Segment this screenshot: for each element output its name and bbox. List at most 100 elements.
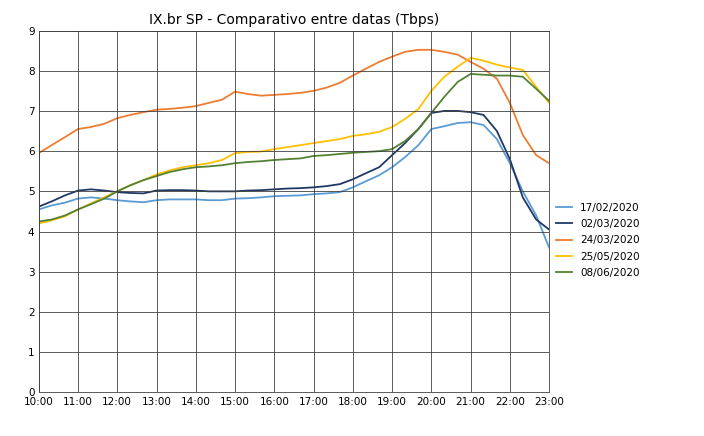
- 17/02/2020: [336, 190, 344, 195]
- 08/06/2020: [375, 149, 384, 154]
- 17/02/2020: [100, 196, 108, 201]
- 02/03/2020: [270, 187, 279, 192]
- 24/03/2020: [388, 54, 396, 59]
- 08/06/2020: [466, 72, 474, 77]
- 25/05/2020: [113, 189, 122, 194]
- 08/06/2020: [139, 177, 148, 183]
- 24/03/2020: [191, 103, 200, 109]
- 08/06/2020: [348, 150, 357, 155]
- 08/06/2020: [231, 160, 239, 166]
- 17/02/2020: [414, 143, 422, 148]
- 24/03/2020: [100, 121, 108, 126]
- 08/06/2020: [204, 164, 213, 169]
- 17/02/2020: [87, 195, 95, 200]
- 02/03/2020: [309, 185, 318, 190]
- 17/02/2020: [231, 196, 239, 201]
- 02/03/2020: [519, 195, 527, 200]
- 08/06/2020: [453, 79, 462, 85]
- 17/02/2020: [401, 154, 409, 160]
- 24/03/2020: [375, 59, 384, 65]
- 02/03/2020: [61, 193, 69, 198]
- 25/05/2020: [152, 172, 161, 177]
- 24/03/2020: [165, 106, 174, 112]
- 08/06/2020: [270, 157, 279, 163]
- 08/06/2020: [532, 86, 541, 92]
- 02/03/2020: [179, 187, 187, 193]
- 08/06/2020: [244, 160, 252, 165]
- 08/06/2020: [34, 219, 43, 224]
- 08/06/2020: [113, 189, 122, 194]
- 25/05/2020: [283, 144, 291, 150]
- Legend: 17/02/2020, 02/03/2020, 24/03/2020, 25/05/2020, 08/06/2020: 17/02/2020, 02/03/2020, 24/03/2020, 25/0…: [554, 201, 642, 280]
- 08/06/2020: [191, 165, 200, 170]
- 24/03/2020: [218, 97, 226, 102]
- 08/06/2020: [479, 72, 488, 77]
- 08/06/2020: [427, 110, 436, 116]
- 17/02/2020: [388, 165, 396, 170]
- 17/02/2020: [427, 126, 436, 132]
- 24/03/2020: [362, 66, 370, 72]
- 25/05/2020: [126, 183, 134, 188]
- 25/05/2020: [231, 150, 239, 156]
- 17/02/2020: [348, 185, 357, 190]
- 02/03/2020: [427, 110, 436, 116]
- 02/03/2020: [336, 181, 344, 187]
- 17/02/2020: [362, 179, 370, 184]
- 02/03/2020: [139, 191, 148, 196]
- Line: 17/02/2020: 17/02/2020: [39, 122, 549, 248]
- 08/06/2020: [336, 151, 344, 157]
- 24/03/2020: [113, 116, 122, 121]
- 17/02/2020: [204, 198, 213, 203]
- 24/03/2020: [257, 93, 265, 98]
- 24/03/2020: [270, 92, 279, 98]
- 24/03/2020: [532, 153, 541, 158]
- 02/03/2020: [244, 188, 252, 193]
- 17/02/2020: [61, 200, 69, 205]
- 02/03/2020: [362, 170, 370, 176]
- 02/03/2020: [47, 199, 56, 204]
- Line: 02/03/2020: 02/03/2020: [39, 111, 549, 229]
- 25/05/2020: [401, 116, 409, 122]
- 02/03/2020: [165, 187, 174, 193]
- 24/03/2020: [244, 92, 252, 97]
- 02/03/2020: [388, 153, 396, 158]
- 25/05/2020: [47, 218, 56, 223]
- 24/03/2020: [348, 73, 357, 78]
- 25/05/2020: [440, 74, 448, 79]
- 25/05/2020: [427, 88, 436, 93]
- 25/05/2020: [532, 84, 541, 89]
- 17/02/2020: [126, 199, 134, 204]
- 17/02/2020: [244, 196, 252, 201]
- Line: 24/03/2020: 24/03/2020: [39, 50, 549, 163]
- 24/03/2020: [152, 107, 161, 112]
- 08/06/2020: [296, 156, 305, 161]
- 25/05/2020: [336, 136, 344, 142]
- 02/03/2020: [296, 186, 305, 191]
- 08/06/2020: [322, 153, 331, 158]
- 17/02/2020: [532, 213, 541, 218]
- 25/05/2020: [493, 62, 501, 67]
- 02/03/2020: [113, 190, 122, 195]
- 17/02/2020: [479, 123, 488, 128]
- 17/02/2020: [179, 197, 187, 202]
- 08/06/2020: [87, 201, 95, 207]
- 24/03/2020: [61, 134, 69, 140]
- 25/05/2020: [244, 150, 252, 155]
- 02/03/2020: [505, 157, 514, 162]
- 08/06/2020: [283, 157, 291, 162]
- 08/06/2020: [309, 153, 318, 159]
- 08/06/2020: [493, 73, 501, 78]
- 24/03/2020: [47, 143, 56, 148]
- 17/02/2020: [309, 191, 318, 197]
- 02/03/2020: [231, 189, 239, 194]
- 17/02/2020: [74, 196, 82, 201]
- 08/06/2020: [257, 159, 265, 164]
- 02/03/2020: [34, 204, 43, 209]
- 25/05/2020: [100, 195, 108, 200]
- 24/03/2020: [414, 47, 422, 52]
- 08/06/2020: [362, 150, 370, 155]
- 08/06/2020: [414, 126, 422, 132]
- 24/03/2020: [283, 92, 291, 97]
- 17/02/2020: [270, 194, 279, 199]
- 25/05/2020: [296, 143, 305, 148]
